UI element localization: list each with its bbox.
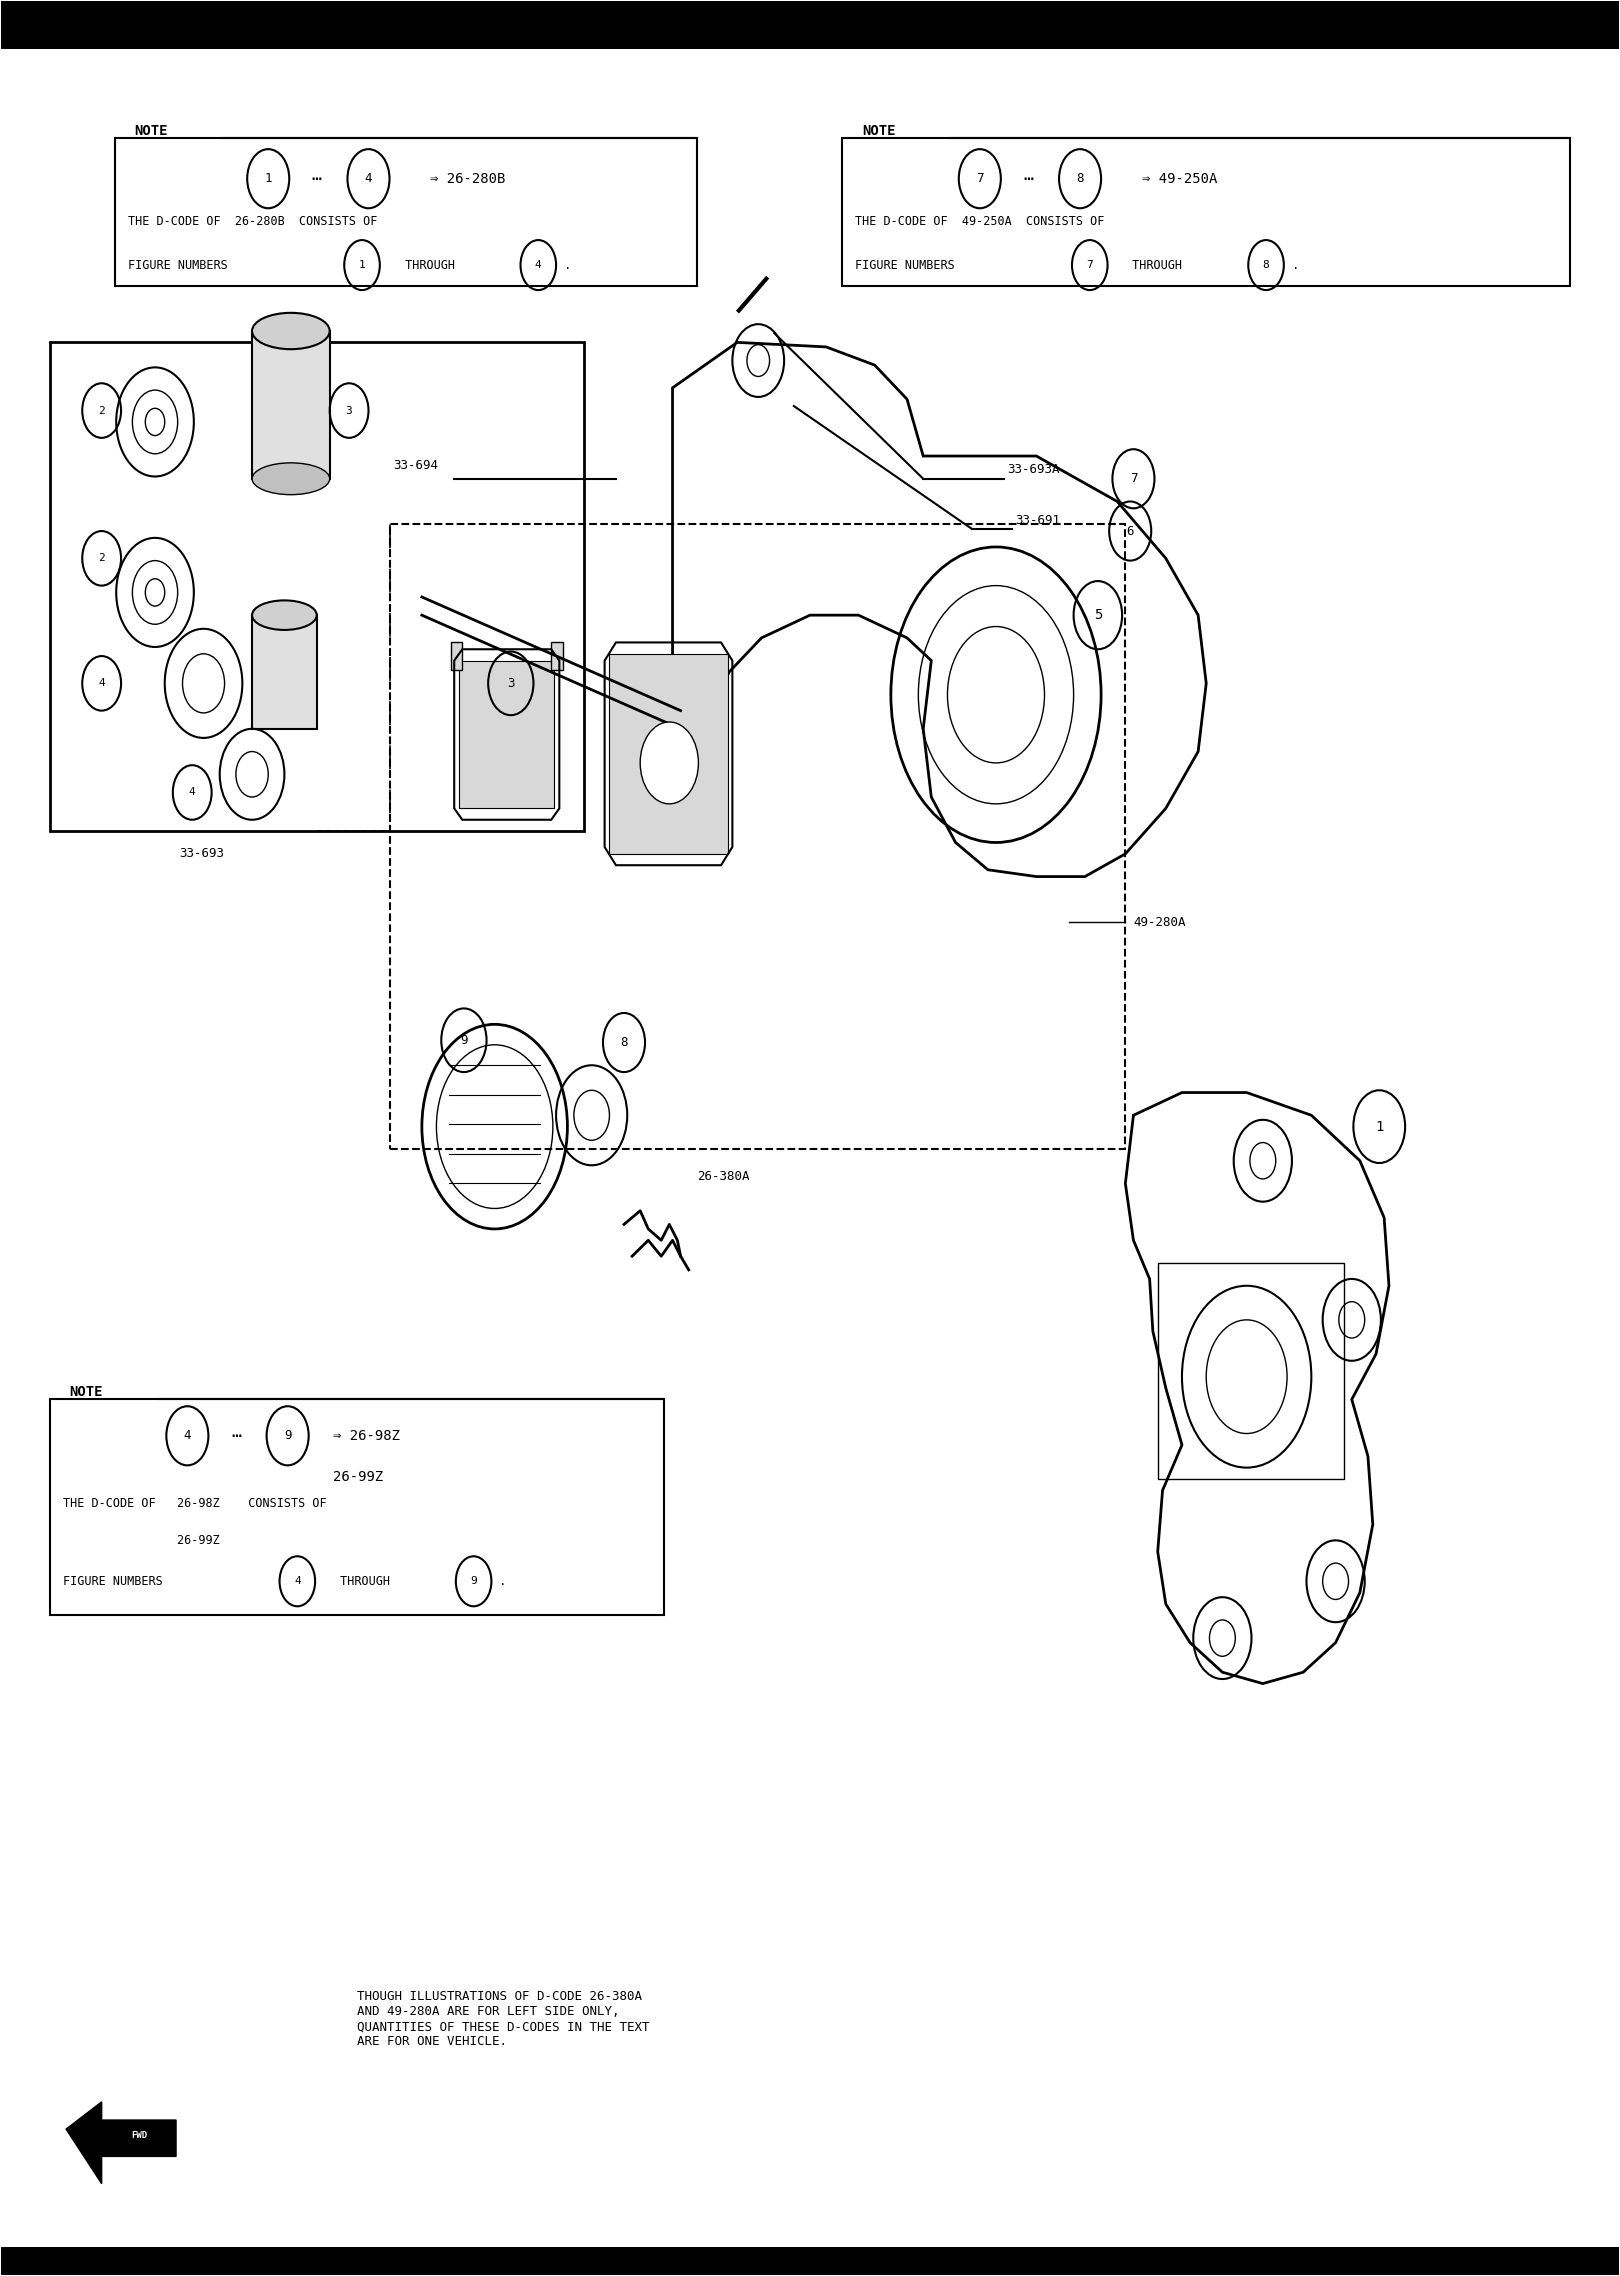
Text: 4: 4 [190, 787, 196, 797]
Bar [389, 523, 1126, 1149]
Text: FIGURE NUMBERS: FIGURE NUMBERS [855, 259, 956, 271]
Text: 7: 7 [977, 173, 983, 184]
Bar [609, 653, 727, 854]
Bar [458, 660, 554, 808]
Text: 8: 8 [620, 1036, 629, 1049]
Text: 7: 7 [1129, 471, 1137, 485]
Text: THROUGH: THROUGH [397, 259, 455, 271]
Bar [450, 642, 462, 669]
Bar [115, 139, 697, 284]
Text: .: . [564, 259, 572, 271]
Text: NOTE: NOTE [862, 123, 896, 139]
Text: 26-99Z: 26-99Z [63, 1534, 220, 1548]
Text: 33-693A: 33-693A [1008, 464, 1059, 476]
Text: 3: 3 [507, 676, 515, 690]
Text: 4: 4 [364, 173, 373, 184]
Text: 6: 6 [1126, 523, 1134, 537]
Text: ⇒ 49-250A: ⇒ 49-250A [1142, 171, 1217, 187]
Text: ⋯: ⋯ [232, 1427, 241, 1445]
Text: FWD: FWD [131, 2130, 147, 2139]
Bar [1158, 1263, 1343, 1479]
Text: 9: 9 [470, 1577, 476, 1586]
Text: 1: 1 [358, 259, 366, 271]
Polygon shape [66, 2101, 177, 2183]
Text: 8: 8 [1076, 173, 1084, 184]
Ellipse shape [253, 462, 330, 494]
Bar [842, 139, 1570, 284]
Bar [551, 642, 562, 669]
Text: 4: 4 [293, 1577, 301, 1586]
Text: ⋯: ⋯ [1024, 171, 1034, 187]
Ellipse shape [253, 312, 330, 348]
Text: THE D-CODE OF  26-280B  CONSISTS OF: THE D-CODE OF 26-280B CONSISTS OF [128, 216, 377, 228]
Text: .: . [1291, 259, 1299, 271]
Text: FIGURE NUMBERS: FIGURE NUMBERS [128, 259, 227, 271]
Text: NOTE: NOTE [134, 123, 167, 139]
Text: 3: 3 [345, 405, 353, 417]
Text: .: . [499, 1575, 507, 1589]
Text: THE D-CODE OF  49-250A  CONSISTS OF: THE D-CODE OF 49-250A CONSISTS OF [855, 216, 1105, 228]
Text: 2: 2 [99, 405, 105, 417]
Circle shape [640, 721, 698, 803]
Ellipse shape [253, 601, 318, 630]
Text: 2: 2 [99, 553, 105, 564]
Text: 26-99Z: 26-99Z [334, 1470, 384, 1484]
Text: THROUGH: THROUGH [1126, 259, 1183, 271]
Text: 4: 4 [99, 678, 105, 687]
Text: 33-693: 33-693 [180, 847, 224, 860]
Text: 4: 4 [535, 259, 541, 271]
Text: 7: 7 [1087, 259, 1094, 271]
Text: 8: 8 [1262, 259, 1270, 271]
Text: ⇒ 26-280B: ⇒ 26-280B [429, 171, 505, 187]
Text: 49-280A: 49-280A [1134, 915, 1186, 929]
Text: 5: 5 [1094, 608, 1102, 621]
Text: FIGURE NUMBERS: FIGURE NUMBERS [63, 1575, 162, 1589]
Text: NOTE: NOTE [70, 1386, 102, 1400]
Text: ⋯: ⋯ [311, 171, 322, 187]
Text: THOUGH ILLUSTRATIONS OF D-CODE 26-380A
AND 49-280A ARE FOR LEFT SIDE ONLY,
QUANT: THOUGH ILLUSTRATIONS OF D-CODE 26-380A A… [356, 1992, 650, 2048]
Text: 9: 9 [284, 1429, 292, 1443]
Text: 9: 9 [460, 1033, 468, 1047]
Bar [50, 1400, 664, 1616]
Bar [2, 2, 1618, 50]
Bar [253, 615, 318, 728]
Text: 1: 1 [1375, 1120, 1383, 1133]
Text: 33-694: 33-694 [394, 460, 437, 471]
Text: 33-691: 33-691 [1016, 514, 1061, 526]
Text: THROUGH: THROUGH [334, 1575, 390, 1589]
Bar [253, 330, 330, 478]
Text: THE D-CODE OF   26-98Z    CONSISTS OF: THE D-CODE OF 26-98Z CONSISTS OF [63, 1498, 327, 1511]
Text: 1: 1 [264, 173, 272, 184]
Bar [50, 341, 583, 831]
Text: 26-380A: 26-380A [697, 1170, 750, 1184]
Text: ⇒ 26-98Z: ⇒ 26-98Z [334, 1429, 400, 1443]
Text: 4: 4 [183, 1429, 191, 1443]
Bar [2, 2246, 1618, 2274]
